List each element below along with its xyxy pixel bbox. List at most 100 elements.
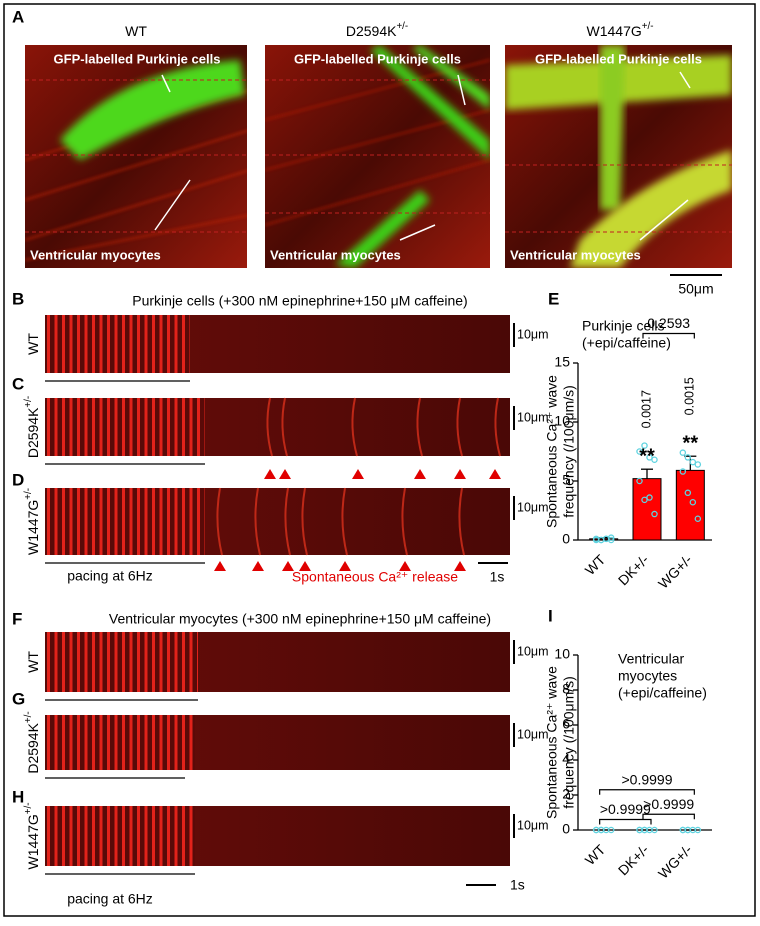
spontaneous-wave <box>456 397 463 457</box>
image-label-bottom: Ventricular myocytes <box>510 247 641 262</box>
y-tick-label: 10 <box>554 413 570 429</box>
row-label-sup: +/- <box>23 803 34 815</box>
spontaneous-wave <box>301 487 308 556</box>
ventricular-title: Ventricular myocytes (+300 nM epinephrin… <box>109 611 491 627</box>
image-title: W1447G+/- <box>587 21 654 39</box>
linescan-pacing <box>45 806 195 866</box>
y-axis-label: Spontaneous Ca²⁺ wave <box>544 375 560 528</box>
data-point <box>651 510 658 518</box>
release-marker <box>214 561 226 571</box>
data-point <box>646 454 653 461</box>
release-marker <box>279 469 291 479</box>
data-point <box>694 515 702 523</box>
linescan-pacing <box>45 715 195 770</box>
x-tick-label: WG+/- <box>655 841 695 881</box>
image-title: WT <box>125 23 147 39</box>
bracket <box>642 332 695 339</box>
data-point <box>636 477 643 485</box>
linescan-pacing <box>45 488 205 555</box>
data-point <box>651 826 658 834</box>
release-marker <box>299 561 311 571</box>
data-point <box>694 826 702 834</box>
image-wt <box>25 45 247 268</box>
release-marker <box>414 469 426 479</box>
row-label: WT <box>25 333 41 355</box>
y-tick-label: 10 <box>554 646 570 662</box>
data-point <box>679 449 687 456</box>
data-point <box>641 826 648 834</box>
release-marker <box>454 469 466 479</box>
row-label-main: WT <box>25 333 41 355</box>
row-label-main: WT <box>25 651 41 673</box>
data-point <box>636 448 643 455</box>
significance: ** <box>639 445 655 467</box>
image-w1447g <box>505 45 732 268</box>
data-point <box>597 826 605 834</box>
space-scale: 10μm <box>517 818 549 832</box>
spontaneous-wave <box>341 487 348 556</box>
data-point <box>684 489 692 497</box>
release-marker <box>399 561 411 571</box>
purkinje-title: Purkinje cells (+300 nM epinephrine+150 … <box>132 293 467 309</box>
x-tick-label: WT <box>582 841 609 868</box>
bar <box>675 469 705 541</box>
spontaneous-wave <box>284 487 291 556</box>
space-scale: 10μm <box>517 500 549 514</box>
image-label-top: GFP-labelled Purkinje cells <box>294 51 461 66</box>
p-value: 0.0017 <box>639 390 653 428</box>
panel-label: I <box>548 606 553 625</box>
panel-label: A <box>12 7 24 26</box>
linescan-pacing <box>45 632 198 692</box>
data-point <box>641 496 648 504</box>
release-marker <box>339 561 351 571</box>
spontaneous-wave <box>266 397 273 457</box>
spontaneous-wave <box>351 397 358 457</box>
data-point <box>679 468 687 475</box>
panel-label: E <box>548 289 559 308</box>
image-title-main: W1447G <box>587 23 642 39</box>
row-label-sup: +/- <box>23 711 34 723</box>
image-title-sup: +/- <box>642 21 654 32</box>
x-tick-label: WG+/- <box>655 551 695 591</box>
image-label-bottom: Ventricular myocytes <box>270 247 401 262</box>
y-axis-label: frequency (/100μm/s) <box>561 385 577 518</box>
row-label-main: W1447G <box>25 814 41 869</box>
p-value: 0.2593 <box>647 315 690 331</box>
significance: ** <box>683 433 699 455</box>
data-point <box>684 826 692 834</box>
space-scale: 10μm <box>517 644 549 658</box>
panel-label: B <box>12 289 24 308</box>
spontaneous-wave <box>254 487 261 556</box>
release-marker <box>454 561 466 571</box>
space-scale: 10μm <box>517 410 549 424</box>
row-label-main: D2594K <box>25 407 41 458</box>
bar <box>632 478 662 541</box>
pacing-label: pacing at 6Hz <box>67 568 153 584</box>
p-value: >0.9999 <box>643 796 694 812</box>
y-tick-label: 2 <box>562 786 570 802</box>
chart-title: Ventricular <box>618 651 684 667</box>
row-label: D2594K+/- <box>23 396 41 458</box>
y-tick-label: 4 <box>562 751 570 767</box>
data-point <box>684 454 692 461</box>
x-tick-label: WT <box>582 551 609 578</box>
p-value: >0.9999 <box>600 801 651 817</box>
x-tick-label: DK+/- <box>615 841 652 878</box>
data-point <box>607 536 615 544</box>
panel-label: D <box>12 470 24 489</box>
image-label-top: GFP-labelled Purkinje cells <box>535 51 702 66</box>
data-point <box>651 456 658 464</box>
row-label-main: D2594K <box>25 722 41 773</box>
panel-label: C <box>12 374 24 393</box>
linescan-pacing <box>45 398 205 456</box>
panel-label: F <box>12 609 22 628</box>
chart-title: (+epi/caffeine) <box>618 685 707 701</box>
release-marker <box>352 469 364 479</box>
release-marker <box>252 561 264 571</box>
y-tick-label: 5 <box>562 472 570 488</box>
data-point <box>646 494 653 501</box>
panel-label: H <box>12 787 24 806</box>
x-tick-label: DK+/- <box>615 551 652 588</box>
